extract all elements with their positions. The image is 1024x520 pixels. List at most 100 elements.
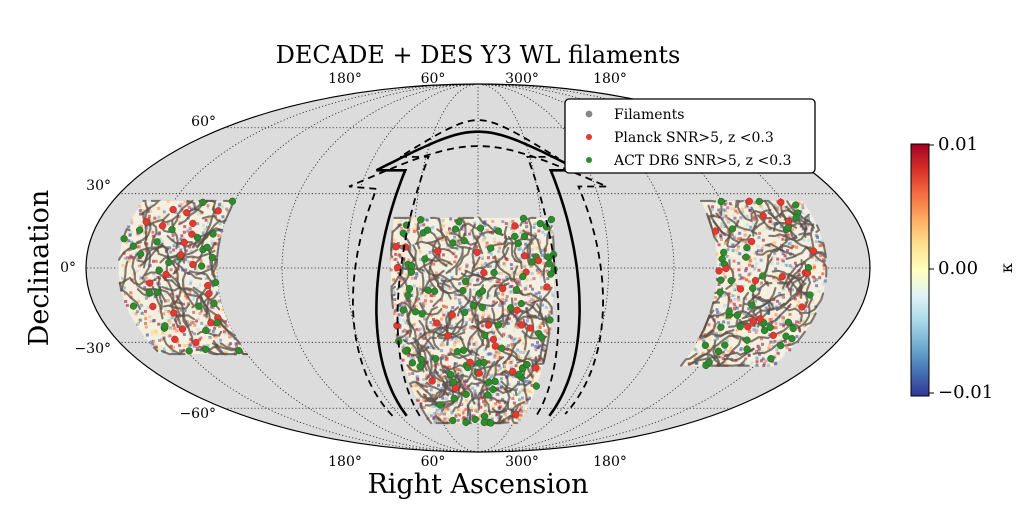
act-cluster-point [424, 286, 432, 294]
kappa-pixel [428, 350, 432, 354]
kappa-pixel [175, 329, 179, 333]
filament [445, 306, 460, 333]
kappa-pixel [175, 260, 179, 264]
kappa-pixel [421, 302, 424, 306]
kappa-pixel [163, 307, 167, 311]
kappa-pixel [424, 294, 428, 298]
x-axis-label: Right Ascension [367, 469, 588, 500]
kappa-pixel [496, 386, 499, 390]
planck-cluster-point [511, 222, 519, 230]
act-cluster-point [736, 322, 744, 331]
kappa-pixel [411, 384, 415, 388]
kappa-pixel [447, 414, 451, 418]
kappa-pixel [417, 328, 421, 332]
kappa-pixel [229, 342, 233, 345]
kappa-pixel [430, 405, 434, 409]
kappa-pixel [444, 397, 448, 401]
kappa-pixel [803, 324, 807, 328]
kappa-pixel [415, 304, 418, 308]
filament [472, 276, 502, 287]
kappa-pixel [482, 400, 485, 404]
kappa-pixel [463, 250, 467, 254]
kappa-pixel [398, 229, 402, 233]
kappa-pixel [788, 289, 792, 293]
act-cluster-point [480, 412, 489, 420]
kappa-pixel [747, 279, 751, 283]
act-cluster-point [792, 201, 800, 209]
kappa-pixel [511, 359, 515, 362]
filament [195, 255, 217, 276]
kappa-pixel [547, 240, 551, 243]
kappa-pixel [187, 310, 191, 314]
kappa-pixel [496, 291, 500, 295]
planck-cluster-point [756, 315, 764, 323]
kappa-pixel [500, 377, 503, 381]
kappa-pixel [727, 323, 731, 327]
kappa-pixel [414, 368, 418, 372]
act-cluster-point [494, 321, 503, 329]
kappa-pixel [187, 343, 191, 347]
act-cluster-point [536, 219, 544, 228]
kappa-pixel [158, 339, 161, 342]
kappa-pixel [429, 228, 433, 232]
kappa-pixel [436, 316, 440, 320]
act-cluster-point [423, 226, 432, 234]
kappa-pixel [756, 266, 760, 270]
kappa-pixel [774, 322, 778, 326]
kappa-pixel [503, 393, 507, 396]
kappa-pixel [535, 226, 539, 230]
kappa-pixel [178, 344, 182, 348]
kappa-pixel [753, 214, 757, 218]
kappa-pixel [202, 223, 205, 227]
kappa-pixel [154, 236, 157, 240]
filament [699, 199, 717, 203]
kappa-pixel [741, 210, 745, 214]
act-cluster-point [462, 418, 470, 427]
kappa-pixel [190, 276, 194, 280]
kappa-pixel [471, 352, 475, 356]
kappa-pixel [725, 339, 729, 343]
kappa-pixel [127, 225, 131, 229]
kappa-pixel [166, 316, 170, 320]
kappa-pixel [491, 219, 495, 223]
kappa-pixel [736, 292, 740, 296]
kappa-pixel [406, 352, 410, 356]
ra-tick-label-bottom: 180° [593, 454, 627, 470]
kappa-pixel [395, 312, 398, 316]
act-cluster-point [478, 303, 486, 312]
kappa-pixel [526, 390, 530, 394]
filament [512, 291, 542, 301]
kappa-pixel [711, 330, 715, 334]
filament [422, 269, 445, 293]
kappa-pixel [453, 316, 457, 320]
act-cluster-point [155, 266, 163, 274]
kappa-pixel [427, 384, 431, 388]
planck-cluster-point [777, 198, 785, 206]
kappa-pixel [748, 261, 752, 265]
kappa-pixel [735, 306, 739, 310]
kappa-pixel [736, 211, 740, 215]
galactic-plane-solid [375, 130, 581, 417]
kappa-pixel [745, 278, 748, 282]
planck-cluster-point [722, 264, 730, 273]
colorbar-label: κ [997, 263, 1016, 273]
kappa-pixel [492, 404, 496, 408]
kappa-pixel [737, 295, 741, 299]
act-cluster-point [211, 278, 220, 287]
kappa-pixel [423, 218, 427, 222]
kappa-pixel [775, 348, 779, 352]
kappa-pixel [413, 217, 417, 221]
kappa-pixel [125, 241, 129, 245]
filament [750, 209, 772, 221]
kappa-pixel [733, 216, 737, 220]
kappa-pixel [163, 332, 167, 336]
kappa-pixel [718, 285, 722, 289]
act-cluster-point [749, 284, 757, 293]
kappa-pixel [550, 291, 554, 295]
filament [161, 286, 192, 292]
kappa-pixel [785, 346, 789, 350]
act-cluster-point [742, 253, 750, 261]
act-cluster-point [416, 362, 424, 371]
kappa-pixel [806, 277, 810, 281]
filament [432, 278, 447, 308]
